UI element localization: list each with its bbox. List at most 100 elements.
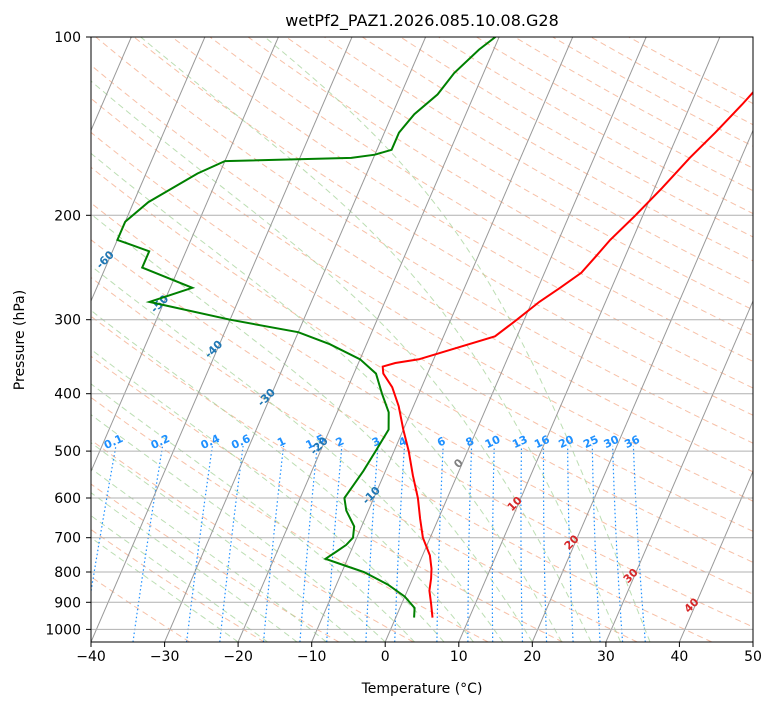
- isotherm-line: [605, 299, 753, 642]
- mixing-ratio-line: [299, 445, 318, 642]
- mixing-ratio-line: [132, 445, 164, 642]
- mixing-ratio-label: 6: [435, 434, 448, 449]
- y-tick-label: 500: [54, 444, 81, 460]
- x-axis-ticks: −40 −30 −20 −10 0 10 20 30 40 50: [76, 642, 762, 665]
- isotherm-line: [237, 37, 500, 642]
- dry-adiabat-line: [91, 315, 638, 642]
- moist-adiabats: [91, 37, 651, 642]
- mixing-ratio-label: 36: [622, 433, 642, 451]
- mixing-ratio-line: [394, 445, 406, 642]
- mixing-ratio-line: [520, 445, 524, 642]
- mixing-ratio-line: [491, 445, 495, 642]
- isotherm-line: [531, 129, 753, 642]
- isotherm-label: 40: [682, 595, 702, 615]
- moist-adiabat-line: [91, 383, 415, 642]
- mixing-ratio-line: [467, 445, 473, 642]
- isotherm-label: 10: [505, 494, 525, 514]
- dry-adiabat-line: [247, 37, 753, 336]
- mixing-ratio-lines: [91, 445, 646, 642]
- mixing-ratio-label: 1: [275, 434, 287, 449]
- dry-adiabat-line: [91, 239, 753, 628]
- mixing-ratio-label: 25: [581, 433, 600, 451]
- dry-adiabat-line: [91, 276, 713, 642]
- mixing-ratio-label: 20: [557, 433, 577, 451]
- moist-adiabat-line: [264, 37, 651, 642]
- mixing-ratio-line: [91, 445, 117, 596]
- mixing-ratio-label: 13: [510, 433, 529, 451]
- dry-adiabat-line: [552, 37, 753, 147]
- mixing-ratio-label: 0.2: [149, 432, 172, 452]
- line-labels: 0.10.20.40.611.52346810131620253036-100-…: [0, 162, 702, 616]
- mixing-ratio-label: 16: [532, 433, 552, 451]
- dry-adiabat-line: [95, 37, 753, 444]
- y-tick-label: 600: [54, 491, 81, 507]
- y-tick-label: 300: [54, 313, 81, 329]
- isotherm-label: -30: [255, 386, 278, 409]
- mixing-ratio-line: [365, 445, 379, 642]
- y-tick-label: 100: [54, 30, 81, 46]
- moist-adiabat-line: [91, 537, 239, 642]
- dry-adiabat-line: [91, 396, 489, 642]
- dry-adiabat-line: [91, 355, 563, 642]
- y-tick-label: 1000: [45, 622, 81, 638]
- chart-title: wetPf2_PAZ1.2026.085.10.08.G28: [285, 11, 559, 31]
- mixing-ratio-line: [591, 445, 601, 642]
- dry-adiabat-line: [91, 528, 265, 642]
- dry-adiabat-line: [91, 166, 753, 563]
- x-tick-label: −10: [297, 649, 327, 665]
- moist-adiabat-line: [140, 37, 622, 642]
- isotherm-label: -80: [0, 162, 7, 185]
- dry-adiabat-line: [590, 37, 753, 126]
- mixing-ratio-line: [219, 445, 244, 642]
- mixing-ratio-line: [262, 445, 285, 642]
- mixing-ratio-line: [612, 445, 624, 642]
- profile-series: [116, 37, 753, 618]
- isotherm-line: [384, 37, 647, 642]
- plot-area: 0.10.20.40.611.52346810131620253036-100-…: [0, 37, 753, 642]
- x-axis-label: Temperature (°C): [361, 681, 483, 697]
- dry-adiabat-line: [171, 37, 753, 389]
- x-tick-label: 20: [523, 649, 541, 665]
- y-tick-label: 700: [54, 531, 81, 547]
- isotherm-line: [91, 37, 279, 473]
- isotherm-label: -60: [94, 248, 117, 271]
- x-tick-label: 0: [381, 649, 390, 665]
- moist-adiabat-line: [91, 414, 386, 642]
- dry-adiabat-line: [91, 97, 753, 502]
- mixing-ratio-label: 0.6: [229, 432, 252, 452]
- x-tick-label: 40: [670, 649, 688, 665]
- x-tick-label: −40: [76, 649, 106, 665]
- dry-adiabat-line: [324, 37, 753, 286]
- moist-adiabat-line: [91, 309, 474, 642]
- y-tick-label: 800: [54, 565, 81, 581]
- dry-adiabat-line: [133, 37, 753, 416]
- mixing-ratio-line: [436, 445, 444, 642]
- moist-adiabat-line: [91, 492, 298, 642]
- moist-adiabat-line: [91, 442, 357, 642]
- mixing-ratio-line: [542, 445, 548, 642]
- pressure-gridlines: [91, 37, 753, 630]
- isotherm-label: -10: [360, 484, 383, 507]
- moist-adiabat-line: [91, 348, 445, 642]
- isotherm-line: [311, 37, 574, 642]
- dewpoint-profile: [116, 37, 497, 618]
- moist-adiabat-line: [91, 152, 563, 642]
- mixing-ratio-label: 10: [483, 433, 503, 451]
- isotherm-label: -40: [202, 338, 225, 361]
- moist-adiabat-line: [91, 515, 268, 642]
- isotherm-line: [91, 37, 206, 303]
- isotherm-line: [458, 37, 721, 642]
- y-tick-label: 900: [54, 595, 81, 611]
- y-axis-ticks: 100 200 300 400 500 600 700 800 900 1000: [45, 30, 91, 638]
- isotherm-line: [752, 640, 753, 642]
- y-axis-label: Pressure (hPa): [12, 290, 28, 390]
- plot-frame: [90, 36, 754, 643]
- mixing-ratio-label: 2: [334, 434, 346, 449]
- mixing-ratio-line: [567, 445, 574, 642]
- isotherm-line: [0, 37, 58, 642]
- isotherms: [0, 37, 753, 642]
- isotherm-line: [678, 470, 753, 642]
- x-tick-label: −20: [223, 649, 253, 665]
- x-tick-label: −30: [150, 649, 180, 665]
